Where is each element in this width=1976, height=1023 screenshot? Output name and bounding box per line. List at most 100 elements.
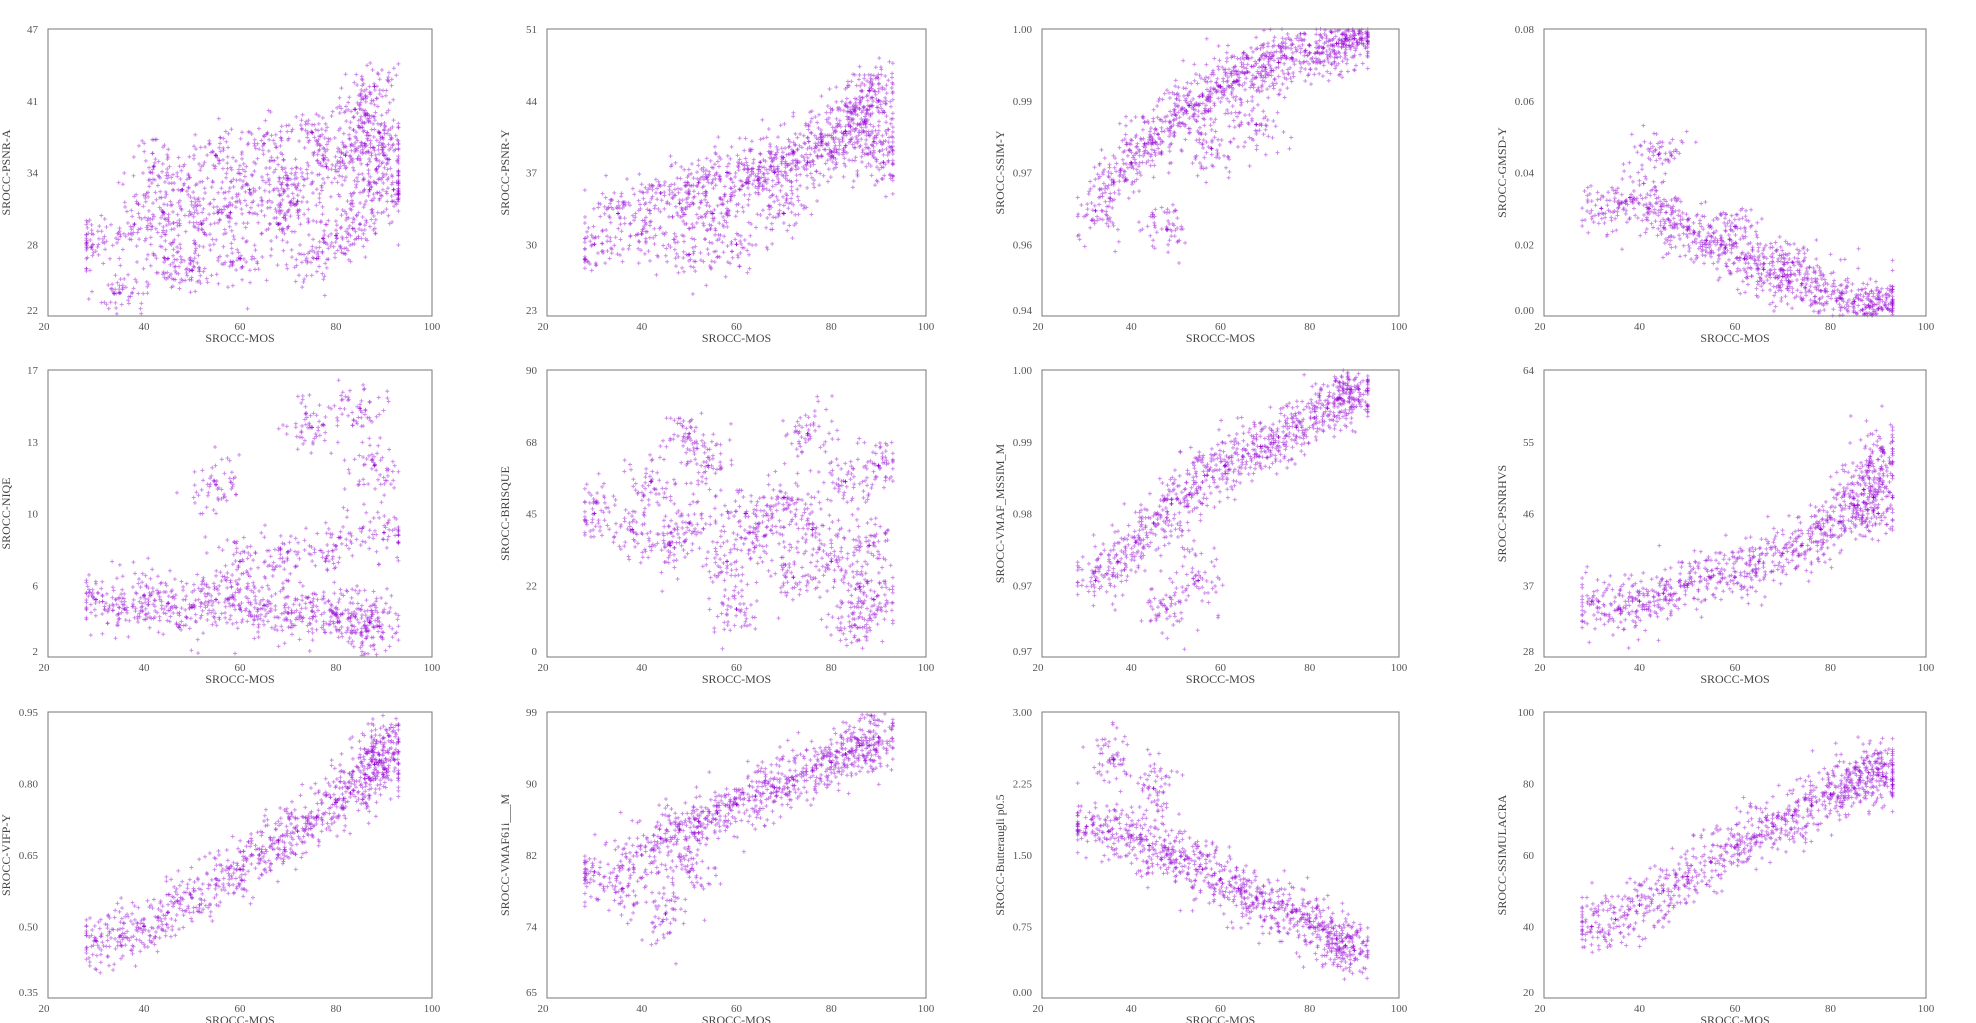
- density-point: [314, 187, 319, 192]
- density-point: [358, 190, 363, 195]
- density-point: [262, 213, 267, 218]
- density-point: [118, 232, 123, 237]
- density-point: [110, 243, 115, 248]
- density-point: [169, 242, 174, 247]
- density-point: [218, 141, 223, 146]
- density-point: [694, 220, 699, 225]
- density-point: [672, 187, 677, 192]
- density-point: [1216, 64, 1221, 69]
- density-point: [337, 159, 342, 164]
- density-point: [345, 231, 350, 236]
- density-point: [186, 186, 191, 191]
- density-point: [373, 217, 378, 222]
- density-point: [1267, 84, 1272, 89]
- density-point: [769, 221, 774, 226]
- density-point: [368, 60, 373, 65]
- density-point: [1340, 75, 1345, 80]
- density-point: [303, 128, 308, 133]
- density-point: [781, 220, 786, 225]
- density-point: [253, 161, 258, 166]
- density-point: [703, 193, 708, 198]
- density-point: [250, 173, 255, 178]
- density-point: [1086, 191, 1091, 196]
- density-point: [1133, 114, 1138, 119]
- density-point: [149, 180, 154, 185]
- density-point: [317, 196, 322, 201]
- density-point: [1303, 67, 1308, 72]
- density-point: [1173, 78, 1178, 83]
- density-point: [263, 180, 268, 185]
- density-point: [230, 196, 235, 201]
- density-point: [343, 144, 348, 149]
- density-point: [163, 271, 168, 276]
- density-point: [269, 239, 274, 244]
- density-point: [815, 120, 820, 125]
- density-point: [286, 224, 291, 229]
- density-point: [272, 141, 277, 146]
- density-point: [864, 137, 869, 142]
- density-point: [108, 222, 113, 227]
- density-point: [317, 239, 322, 244]
- density-point: [1610, 229, 1615, 234]
- density-point: [360, 125, 365, 130]
- density-point: [176, 249, 181, 254]
- density-point: [354, 136, 359, 141]
- density-point: [859, 137, 864, 142]
- density-point: [1168, 109, 1173, 114]
- density-point: [1113, 249, 1118, 254]
- density-point: [821, 173, 826, 178]
- density-point: [690, 222, 695, 227]
- density-point: [325, 175, 330, 180]
- density-point: [359, 161, 364, 166]
- density-point: [298, 188, 303, 193]
- density-point: [102, 217, 107, 222]
- density-point: [789, 196, 794, 201]
- density-point: [85, 240, 90, 245]
- density-point: [108, 286, 113, 291]
- density-point: [1088, 179, 1093, 184]
- density-point: [277, 175, 282, 180]
- density-point: [169, 181, 174, 186]
- density-point: [1299, 65, 1304, 70]
- density-point: [189, 199, 194, 204]
- density-point: [278, 135, 283, 140]
- density-point: [96, 242, 101, 247]
- density-point: [348, 120, 353, 125]
- density-point: [1225, 96, 1230, 101]
- density-point: [1216, 67, 1221, 72]
- density-point: [384, 191, 389, 196]
- x-tick-label: 80: [331, 321, 343, 333]
- density-point: [672, 247, 677, 252]
- y-tick-label: 0.99: [1013, 96, 1033, 108]
- density-point: [188, 290, 193, 295]
- y-axis-label: SROCC-SSIM-Y: [993, 130, 1007, 214]
- density-point: [1160, 139, 1165, 144]
- density-point: [698, 250, 703, 255]
- data-point: [334, 233, 338, 238]
- density-point: [178, 177, 183, 182]
- density-point: [329, 114, 334, 119]
- density-point: [278, 143, 283, 148]
- density-point: [600, 191, 605, 196]
- density-point: [365, 113, 370, 118]
- density-point: [123, 204, 128, 209]
- density-point: [197, 243, 202, 248]
- density-point: [89, 231, 94, 236]
- density-point: [1250, 94, 1255, 99]
- density-point: [325, 242, 330, 247]
- density-point: [358, 94, 363, 99]
- density-point: [194, 204, 199, 209]
- density-point: [372, 221, 377, 226]
- density-point: [198, 220, 203, 225]
- density-point: [213, 153, 218, 158]
- density-point: [122, 200, 127, 205]
- density-point: [322, 293, 327, 298]
- density-point: [1102, 156, 1107, 161]
- density-point: [1126, 196, 1131, 201]
- data-point: [247, 187, 252, 192]
- density-point: [1091, 184, 1096, 189]
- density-point: [1169, 113, 1174, 118]
- density-point: [319, 185, 324, 190]
- density-point: [1756, 249, 1761, 254]
